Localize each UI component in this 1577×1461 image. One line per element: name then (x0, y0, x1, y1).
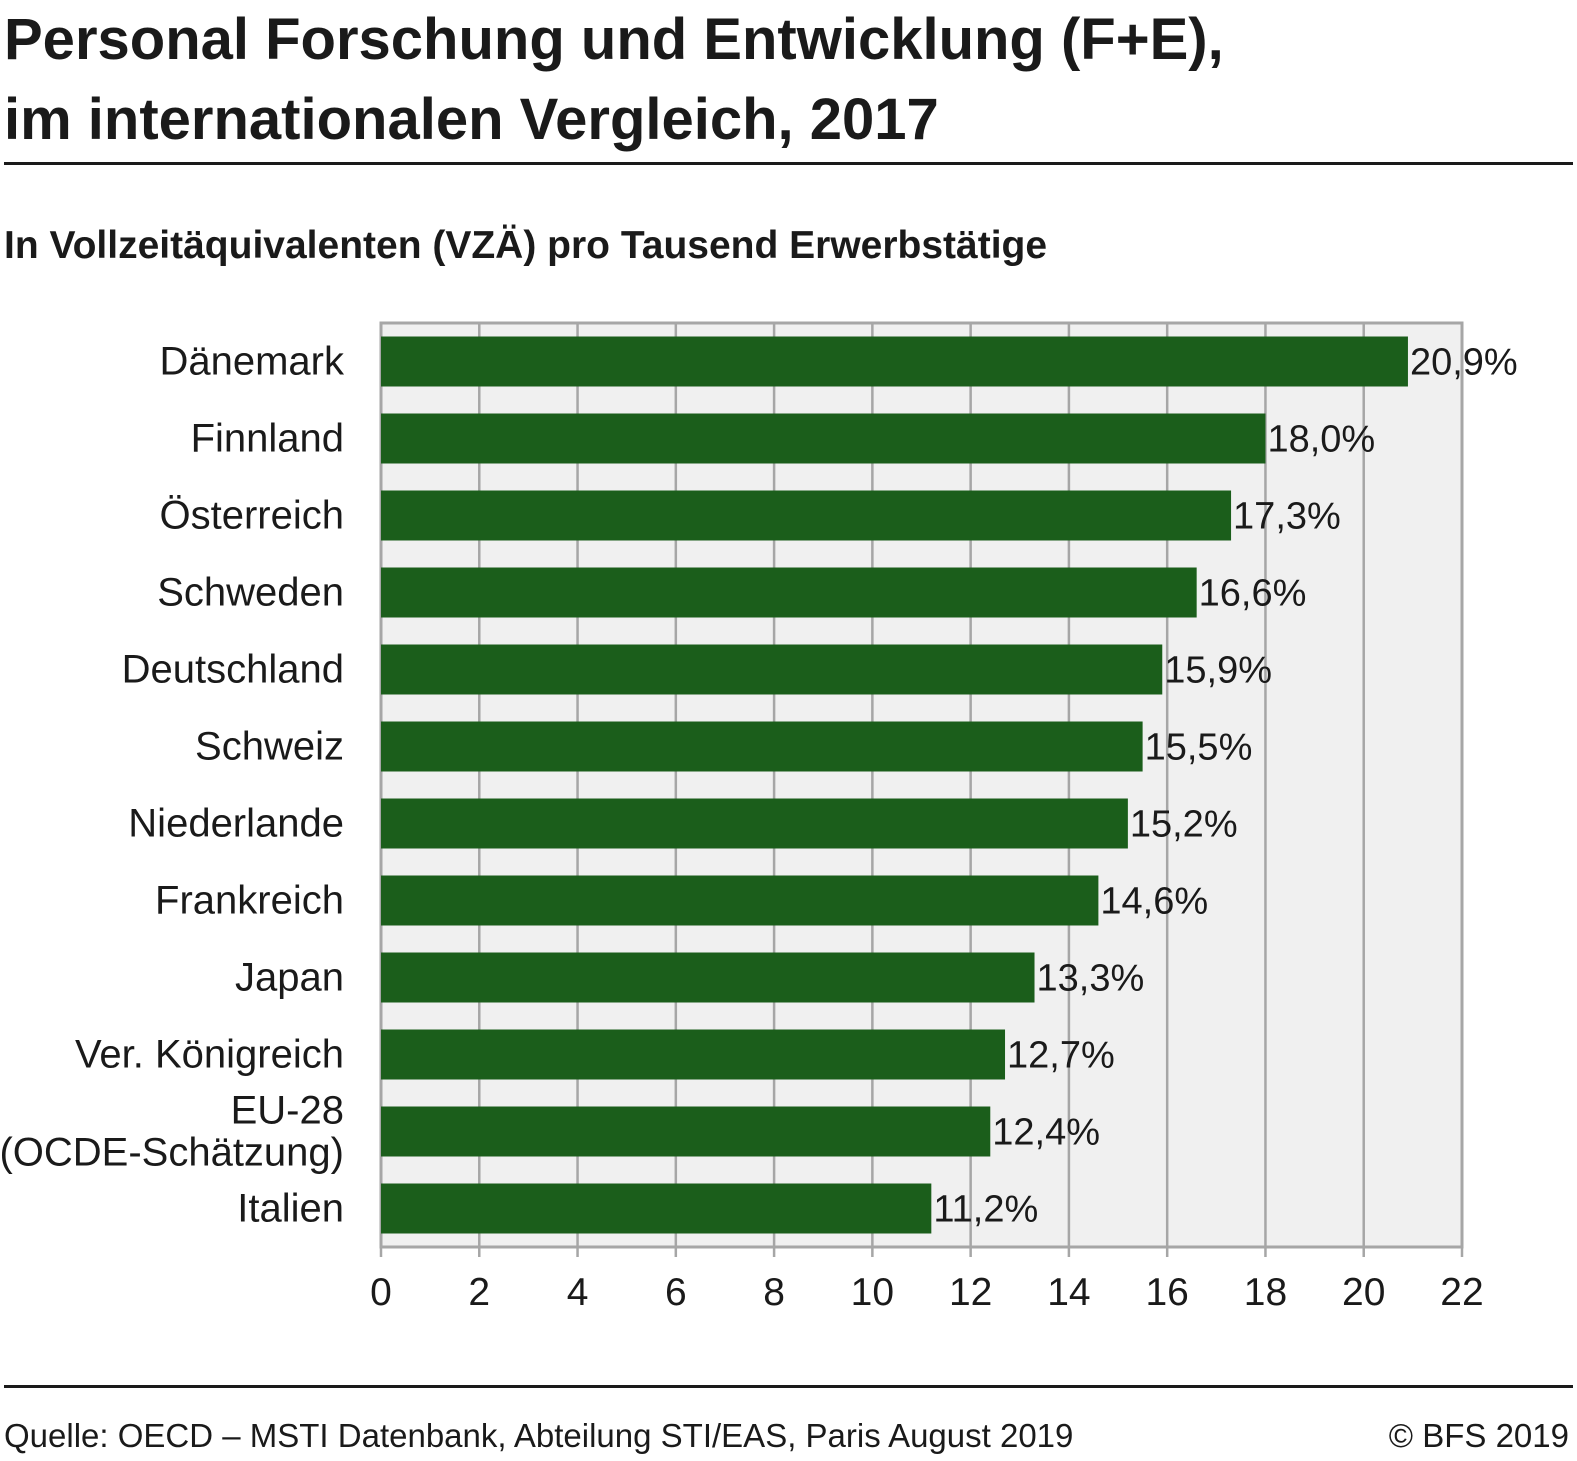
bar-1 (381, 413, 1266, 464)
x-tick-label-4: 8 (763, 1271, 785, 1314)
chart-title-line-1: Personal Forschung und Entwicklung (F+E)… (4, 7, 1224, 72)
bar-0 (381, 336, 1408, 387)
category-label-6-0: Niederlande (128, 802, 344, 846)
x-tick-label-5: 10 (851, 1271, 894, 1314)
category-label-10-1: (OCDE-Schätzung) (0, 1131, 344, 1175)
data-label-0: 20,9% (1410, 342, 1518, 384)
category-label-10-0: EU-28 (231, 1089, 344, 1133)
title-divider (4, 162, 1573, 165)
category-label-11-0: Italien (237, 1187, 344, 1231)
bar-3 (381, 567, 1197, 618)
data-label-10: 12,4% (992, 1112, 1100, 1154)
category-label-2-0: Österreich (160, 494, 345, 538)
x-tick-label-1: 2 (468, 1271, 490, 1314)
data-label-5: 15,5% (1145, 727, 1253, 769)
data-label-4: 15,9% (1164, 650, 1272, 692)
data-label-1: 18,0% (1267, 419, 1375, 461)
bar-chart: 20,9% Dänemark 18,0% Finnland 17,3% Österreic… (0, 321, 1518, 1314)
chart-title-line-2: im internationalen Vergleich, 2017 (4, 87, 939, 152)
x-tick-label-6: 12 (949, 1271, 992, 1314)
category-label-0-0: Dänemark (159, 340, 345, 384)
bar-4 (381, 644, 1163, 695)
x-tick-label-11: 22 (1440, 1271, 1483, 1314)
category-label-4-0: Deutschland (122, 648, 344, 692)
x-tick-label-2: 4 (567, 1271, 589, 1314)
bar-8 (381, 952, 1035, 1003)
x-tick-label-7: 14 (1047, 1271, 1090, 1314)
category-label-1-0: Finnland (191, 417, 344, 461)
x-tick-label-10: 20 (1342, 1271, 1385, 1314)
x-tick-label-9: 18 (1244, 1271, 1287, 1314)
copyright-note: © BFS 2019 (1388, 1417, 1569, 1454)
category-label-5-0: Schweiz (195, 725, 344, 769)
category-label-9-0: Ver. Königreich (75, 1033, 344, 1077)
bar-6 (381, 798, 1128, 849)
bar-11 (381, 1183, 932, 1234)
bar-7 (381, 875, 1099, 926)
x-tick-label-8: 16 (1145, 1271, 1188, 1314)
source-note: Quelle: OECD – MSTI Datenbank, Abteilung… (4, 1417, 1074, 1454)
chart-subtitle: In Vollzeitäquivalenten (VZÄ) pro Tausen… (4, 224, 1048, 267)
x-tick-label-0: 0 (370, 1271, 392, 1314)
plot-area (379, 321, 1464, 1249)
data-label-2: 17,3% (1233, 496, 1341, 538)
category-label-8-0: Japan (235, 956, 344, 1000)
data-label-6: 15,2% (1130, 804, 1238, 846)
data-label-8: 13,3% (1037, 958, 1145, 1000)
data-label-7: 14,6% (1100, 881, 1208, 923)
data-label-3: 16,6% (1199, 573, 1307, 615)
category-label-7-0: Frankreich (155, 879, 344, 923)
data-label-11: 11,2% (933, 1189, 1038, 1231)
data-label-9: 12,7% (1007, 1035, 1115, 1077)
category-label-3-0: Schweden (157, 571, 344, 615)
x-tick-label-3: 6 (665, 1271, 687, 1314)
chart-title: Personal Forschung und Entwicklung (F+E)… (4, 0, 1564, 160)
bar-5 (381, 721, 1143, 772)
bar-9 (381, 1029, 1006, 1080)
bar-10 (381, 1106, 991, 1157)
bar-2 (381, 490, 1232, 541)
footer-divider (4, 1385, 1573, 1388)
